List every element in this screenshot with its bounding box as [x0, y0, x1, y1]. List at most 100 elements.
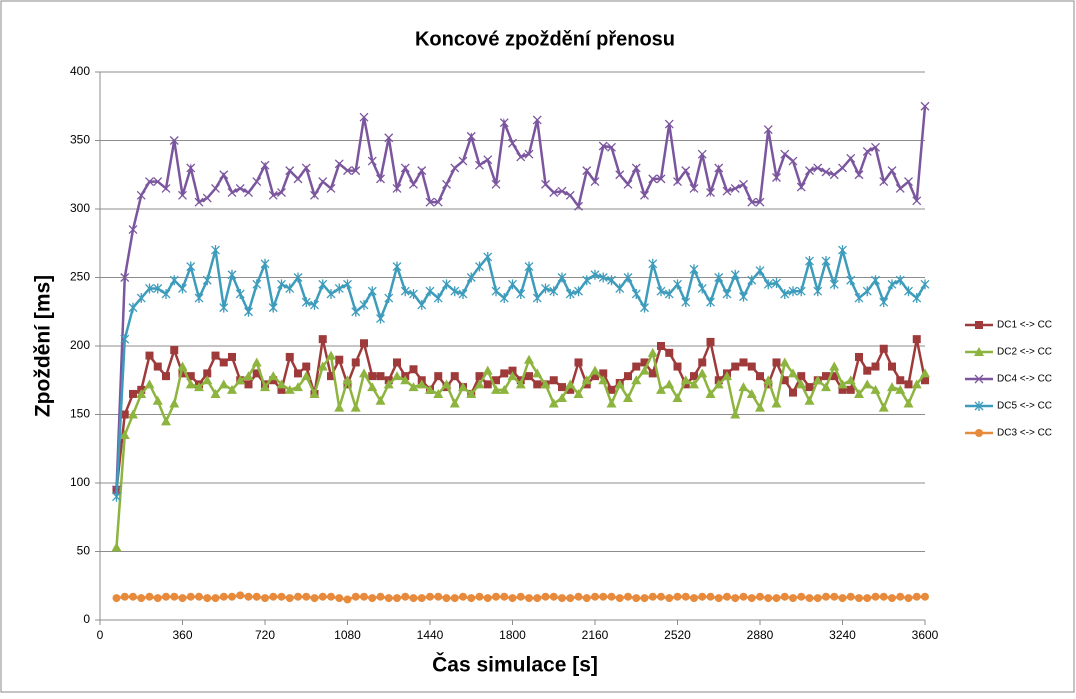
marker: [870, 384, 881, 394]
marker: [508, 138, 517, 148]
marker: [317, 361, 328, 371]
marker: [673, 177, 682, 187]
marker: [722, 371, 732, 381]
marker: [384, 293, 394, 304]
marker: [367, 156, 377, 166]
marker: [327, 592, 335, 601]
marker: [458, 382, 468, 392]
marker: [664, 288, 674, 299]
marker: [359, 112, 369, 122]
marker: [111, 542, 122, 552]
marker: [895, 384, 906, 394]
marker: [268, 371, 279, 381]
marker: [524, 354, 534, 364]
marker: [821, 256, 831, 267]
marker: [871, 142, 880, 152]
marker: [367, 286, 377, 297]
marker: [277, 279, 286, 290]
marker: [887, 279, 897, 290]
marker: [657, 592, 665, 601]
marker: [302, 362, 311, 371]
marker: [350, 402, 361, 412]
marker: [975, 321, 983, 329]
marker: [789, 594, 797, 603]
marker: [269, 592, 278, 601]
marker: [772, 277, 781, 288]
marker: [888, 362, 896, 371]
marker: [673, 362, 682, 371]
marker: [227, 384, 237, 394]
marker: [211, 183, 220, 193]
marker: [697, 283, 707, 294]
marker: [974, 347, 984, 356]
marker: [492, 592, 500, 601]
marker: [574, 592, 583, 601]
y-tick-label: 0: [83, 612, 90, 626]
marker: [615, 170, 625, 180]
marker: [681, 166, 691, 176]
marker: [120, 410, 129, 419]
marker: [822, 372, 830, 381]
marker: [656, 286, 666, 297]
marker: [896, 376, 905, 385]
marker: [756, 592, 764, 601]
marker: [244, 380, 253, 389]
marker: [764, 594, 773, 603]
marker: [235, 375, 246, 385]
marker: [145, 351, 154, 360]
marker: [269, 376, 278, 385]
marker: [492, 376, 500, 385]
marker: [219, 358, 228, 367]
marker: [829, 170, 839, 180]
marker: [301, 297, 311, 308]
marker: [228, 592, 236, 601]
marker: [393, 594, 401, 603]
marker: [871, 362, 880, 371]
marker: [590, 177, 600, 187]
marker: [136, 388, 147, 398]
marker: [813, 163, 823, 173]
marker: [854, 170, 864, 180]
marker: [475, 261, 484, 272]
marker: [458, 156, 468, 166]
marker: [606, 398, 617, 408]
marker: [862, 286, 872, 297]
marker: [508, 279, 517, 290]
marker: [243, 371, 254, 381]
marker: [639, 365, 650, 375]
marker: [812, 375, 823, 385]
marker: [450, 163, 460, 173]
marker: [780, 592, 789, 601]
marker: [541, 283, 550, 294]
marker: [450, 286, 460, 297]
x-tick-label: 3240: [829, 628, 856, 642]
marker: [152, 395, 163, 405]
marker: [359, 299, 369, 310]
marker: [755, 265, 765, 276]
x-axis-label: Čas simulace [s]: [432, 653, 598, 677]
marker: [169, 136, 179, 145]
marker: [326, 288, 336, 299]
marker: [161, 183, 171, 193]
marker: [763, 375, 774, 385]
marker: [351, 166, 361, 176]
marker: [310, 594, 319, 603]
marker: [210, 388, 221, 398]
marker: [417, 594, 426, 603]
marker: [302, 592, 311, 601]
marker: [170, 592, 179, 601]
marker: [862, 379, 873, 389]
marker: [921, 592, 929, 601]
marker: [763, 125, 773, 134]
marker: [129, 389, 137, 398]
marker: [846, 385, 855, 394]
marker: [409, 288, 418, 299]
marker: [383, 379, 394, 389]
marker: [516, 592, 525, 601]
marker: [417, 166, 427, 176]
marker: [829, 361, 840, 371]
marker: [698, 358, 707, 367]
marker: [904, 380, 913, 389]
legend-label: DC4 <-> CC: [997, 374, 1052, 385]
marker: [796, 379, 807, 389]
